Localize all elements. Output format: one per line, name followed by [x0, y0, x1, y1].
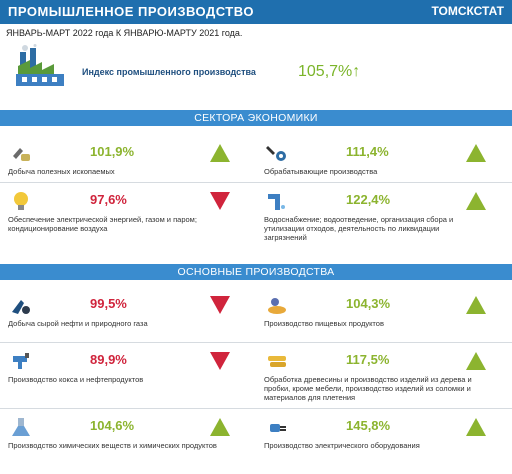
trend-up-icon — [466, 352, 486, 370]
sector-water: 122,4% Водоснабжение; водоотведение, орг… — [260, 188, 510, 242]
production-value: 104,3% — [346, 296, 391, 311]
production-label: Добыча сырой нефти и природного газа — [8, 319, 148, 328]
divider — [0, 182, 512, 183]
sector-value: 111,4% — [346, 144, 389, 159]
sector-label: Обеспечение электрической энергией, газо… — [8, 215, 197, 233]
trend-down-icon — [210, 352, 230, 370]
production-value: 145,8% — [346, 418, 391, 433]
brand-label: ТОМСКСТАТ — [431, 4, 504, 18]
trend-down-icon — [210, 192, 230, 210]
production-chemicals: 104,6% Производство химических веществ и… — [4, 414, 254, 460]
trend-up-icon — [210, 144, 230, 162]
trend-down-icon — [210, 296, 230, 314]
production-value: 99,5% — [90, 296, 127, 311]
production-wood: 117,5% Обработка древесины и производств… — [260, 348, 510, 402]
tools-icon — [266, 146, 286, 161]
lightbulb-icon — [14, 192, 28, 210]
page-title: ПРОМЫШЛЕННОЕ ПРОИЗВОДСТВО — [8, 4, 254, 19]
sector-label: Водоснабжение; водоотведение, организаци… — [264, 215, 454, 242]
production-oil-gas: 99,5% Добыча сырой нефти и природного га… — [4, 292, 254, 338]
production-value: 89,9% — [90, 352, 127, 367]
production-value: 104,6% — [90, 418, 135, 433]
trend-up-icon — [466, 144, 486, 162]
trend-up-icon — [466, 296, 486, 314]
pump-icon — [13, 353, 29, 369]
mining-icon — [13, 148, 30, 161]
oil-icon — [12, 300, 30, 314]
production-label: Производство химических веществ и химиче… — [8, 441, 217, 450]
pipe-icon — [268, 194, 285, 210]
factory-icon — [16, 44, 64, 86]
industrial-index-value: 105,7%↑ — [298, 63, 361, 80]
sector-energy: 97,6% Обеспечение электрической энергией… — [4, 188, 254, 234]
sector-label: Добыча полезных ископаемых — [8, 167, 115, 176]
header-bar: ПРОМЫШЛЕННОЕ ПРОИЗВОДСТВО ТОМСКСТАТ — [0, 0, 512, 24]
sector-mining: 101,9% Добыча полезных ископаемых — [4, 140, 254, 186]
divider — [0, 342, 512, 343]
production-label: Производство электрического оборудования — [264, 441, 420, 450]
production-electrical: 145,8% Производство электрического обору… — [260, 414, 510, 460]
sector-value: 122,4% — [346, 192, 391, 207]
sector-label: Обрабатывающие производства — [264, 167, 378, 176]
trend-up-icon — [466, 418, 486, 436]
section-production-title: ОСНОВНЫЕ ПРОИЗВОДСТВА — [0, 264, 512, 280]
wood-icon — [268, 356, 286, 367]
production-label: Обработка древесины и производство издел… — [264, 375, 472, 402]
food-icon — [268, 298, 286, 314]
divider — [0, 408, 512, 409]
industrial-index-label: Индекс промышленного производства — [82, 67, 256, 77]
period-subtitle: ЯНВАРЬ-МАРТ 2022 года К ЯНВАРЮ-МАРТУ 202… — [6, 28, 243, 38]
sector-value: 97,6% — [90, 192, 127, 207]
section-sectors-title: СЕКТОРА ЭКОНОМИКИ — [0, 110, 512, 126]
trend-up-icon — [466, 192, 486, 210]
production-label: Производство пищевых продуктов — [264, 319, 384, 328]
production-value: 117,5% — [346, 352, 390, 367]
production-label: Производство кокса и нефтепродуктов — [8, 375, 144, 384]
production-food: 104,3% Производство пищевых продуктов — [260, 292, 510, 338]
flask-icon — [12, 418, 30, 436]
sector-value: 101,9% — [90, 144, 135, 159]
trend-up-icon — [210, 418, 230, 436]
sector-manufacturing: 111,4% Обрабатывающие производства — [260, 140, 510, 186]
plug-icon — [270, 424, 286, 432]
production-coke: 89,9% Производство кокса и нефтепродукто… — [4, 348, 254, 394]
